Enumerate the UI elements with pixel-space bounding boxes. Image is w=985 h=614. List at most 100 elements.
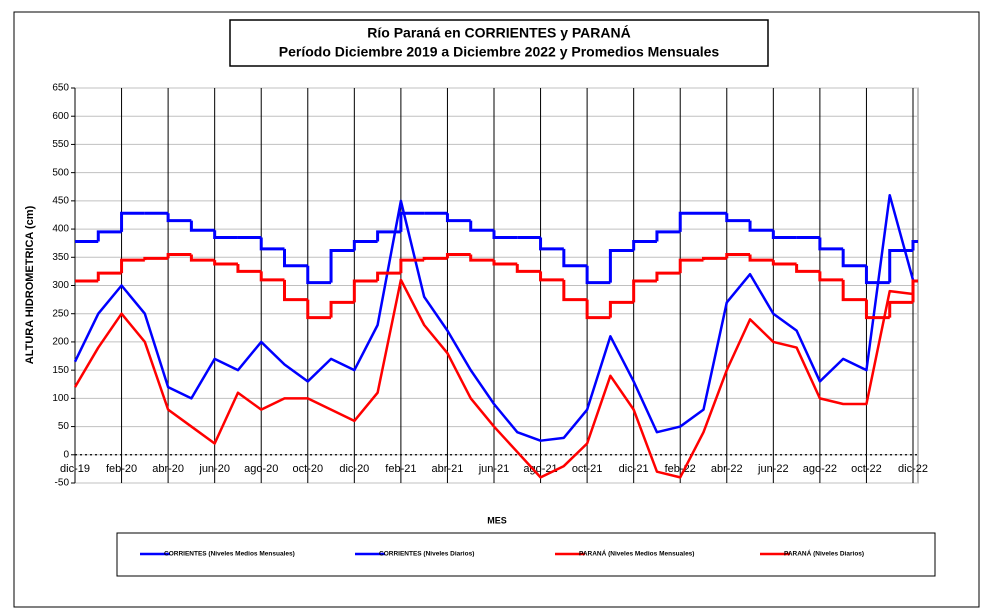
step-segment: [515, 264, 541, 273]
y-tick-label: 150: [52, 365, 69, 376]
step-segment: [608, 300, 634, 318]
step-segment: [841, 248, 867, 268]
step-segment: [585, 265, 611, 285]
step-segment: [445, 213, 471, 223]
step-segment: [911, 239, 918, 251]
x-tick-label: oct-20: [292, 463, 323, 475]
step-segment: [702, 256, 727, 261]
x-tick-label: dic-22: [898, 463, 928, 475]
chart-subtitle: Período Diciembre 2019 a Diciembre 2022 …: [279, 44, 720, 60]
step-segment: [841, 279, 867, 302]
step-segment: [445, 252, 471, 259]
step-segment: [376, 271, 401, 281]
chart-title: Río Paraná en CORRIENTES y PARANÁ: [367, 25, 630, 41]
x-tick-label: feb-22: [665, 463, 696, 475]
legend-label: PARANÁ (Niveles Diarios): [784, 549, 864, 558]
step-segment: [259, 271, 285, 282]
y-tick-label: 250: [52, 308, 69, 319]
step-segment: [283, 279, 308, 302]
step-segment: [259, 237, 285, 251]
y-tick-label: 300: [52, 280, 69, 291]
step-segment: [864, 299, 890, 320]
step-segment: [678, 211, 704, 232]
x-tick-label: ago-22: [803, 463, 837, 475]
step-segment: [608, 249, 634, 283]
y-tick-label: 500: [52, 167, 69, 178]
step-segment: [329, 249, 355, 283]
step-segment: [655, 271, 681, 281]
step-segment: [771, 260, 797, 266]
step-segment: [166, 252, 192, 259]
step-segment: [352, 279, 378, 303]
step-segment: [771, 230, 797, 240]
step-segment: [399, 258, 425, 274]
x-tick-label: feb-20: [106, 463, 137, 475]
step-segment: [562, 248, 588, 268]
step-segment: [469, 254, 494, 262]
y-tick-label: 350: [52, 252, 69, 263]
step-segment: [352, 239, 378, 251]
y-tick-label: 600: [52, 111, 69, 122]
title-box: [229, 19, 769, 67]
step-segment: [376, 230, 401, 242]
step-segment: [213, 260, 238, 266]
x-tick-label: dic-19: [60, 463, 90, 475]
y-tick-label: -50: [55, 478, 70, 489]
x-tick-label: jun-22: [757, 463, 789, 475]
step-segment: [492, 230, 518, 240]
step-segment: [469, 220, 494, 232]
step-segment: [166, 213, 192, 223]
legend-box: [116, 532, 936, 577]
x-tick-label: dic-21: [619, 463, 649, 475]
step-segment: [189, 220, 215, 232]
y-axis-label: ALTURA HIDROMETRICA (cm): [24, 205, 36, 364]
step-segment: [562, 279, 588, 302]
step-segment: [399, 211, 425, 232]
step-segment: [422, 256, 448, 261]
step-segment: [585, 299, 611, 320]
y-tick-label: 550: [52, 139, 69, 150]
step-segment: [888, 300, 913, 318]
step-segment: [120, 211, 145, 232]
x-axis-label: MES: [487, 515, 507, 525]
step-segment: [236, 264, 262, 273]
legend-label: CORRIENTES (Niveles Medios Mensuales): [164, 551, 295, 558]
step-segment: [678, 258, 704, 274]
step-segment: [911, 279, 918, 303]
y-tick-label: 0: [63, 449, 69, 460]
x-tick-label: dic-20: [339, 463, 369, 475]
x-tick-label: abr-21: [432, 463, 464, 475]
step-segment: [120, 258, 145, 274]
step-segment: [725, 252, 751, 259]
step-segment: [306, 299, 332, 320]
y-tick-label: 200: [52, 337, 69, 348]
step-segment: [632, 279, 657, 303]
step-segment: [632, 239, 657, 251]
step-segment: [748, 220, 774, 232]
x-tick-label: abr-22: [711, 463, 743, 475]
series-line: [73, 193, 915, 442]
step-segment: [818, 237, 844, 251]
step-segment: [96, 271, 122, 281]
y-tick-label: 400: [52, 224, 69, 235]
x-tick-label: oct-22: [851, 463, 882, 475]
step-segment: [539, 237, 564, 251]
step-segment: [864, 265, 890, 285]
series-line: [73, 278, 914, 479]
step-segment: [492, 260, 518, 266]
y-tick-label: 50: [58, 421, 70, 432]
step-segment: [213, 230, 238, 240]
step-segment: [189, 254, 215, 262]
step-segment: [818, 271, 844, 282]
legend-label: PARANÁ (Niveles Medios Mensuales): [579, 549, 694, 558]
x-tick-label: ago-20: [244, 463, 278, 475]
x-tick-label: jun-20: [198, 463, 230, 475]
step-segment: [655, 230, 681, 242]
step-segment: [748, 254, 774, 262]
step-segment: [725, 213, 751, 223]
x-tick-label: feb-21: [385, 463, 416, 475]
step-segment: [96, 230, 122, 242]
step-segment: [143, 256, 169, 261]
y-tick-label: 100: [52, 393, 69, 404]
